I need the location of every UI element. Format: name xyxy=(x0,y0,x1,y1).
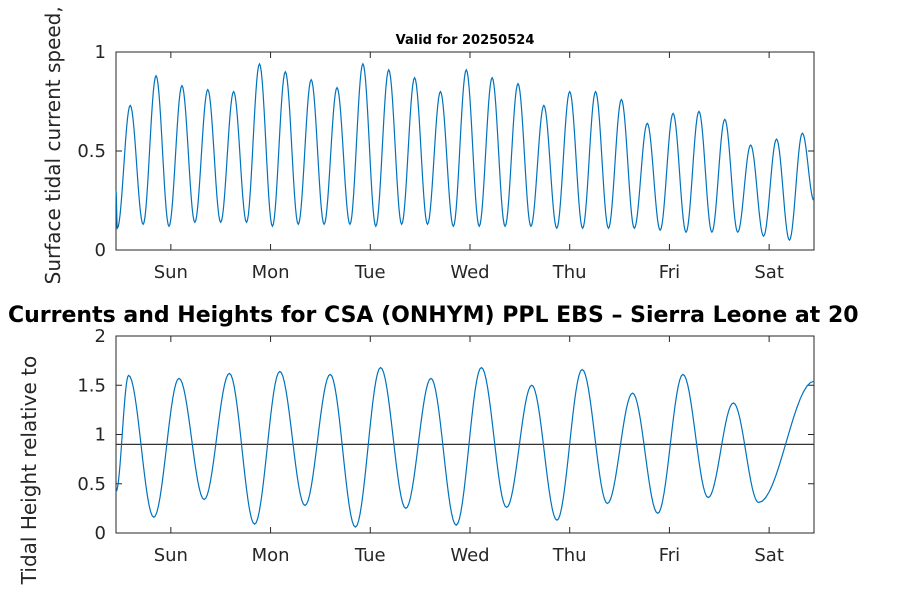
tidal-height-y-ticks: 0 0.5 1 1.5 2 xyxy=(77,326,814,544)
tidal-height-x-ticks: Sun Mon Tue Wed Thu Fri Sat xyxy=(154,336,784,566)
tidal-height-plot-area xyxy=(115,335,815,534)
current-speed-x-tick-label: Fri xyxy=(659,262,680,283)
current-speed-y-tick-label: 1 xyxy=(95,42,106,63)
tidal-height-y-axis-label: Tidal Height relative to xyxy=(17,356,41,585)
current-speed-x-tick-label: Sat xyxy=(754,262,784,283)
current-speed-y-axis-label: Surface tidal current speed, kn xyxy=(41,0,65,284)
current-speed-x-tick-label: Thu xyxy=(552,262,587,283)
tidal-height-y-tick-label: 1.5 xyxy=(77,375,106,396)
tidal-height-y-tick-label: 0.5 xyxy=(77,474,106,495)
current-speed-chart: Valid for 20250524 00.51 Sun Mon Tue Wed Thu… xyxy=(41,0,815,284)
current-speed-x-tick-label: Tue xyxy=(354,262,386,283)
current-speed-x-tick-label: Wed xyxy=(450,262,489,283)
tidal-height-x-tick-label: Thu xyxy=(552,545,587,566)
tidal-height-x-tick-label: Wed xyxy=(450,545,489,566)
tidal-height-series-line xyxy=(115,366,815,528)
current-speed-y-tick-label: 0 xyxy=(95,240,106,261)
current-speed-x-tick-label: Sun xyxy=(154,262,188,283)
figure-main-title: Currents and Heights for CSA (ONHYM) PPL… xyxy=(8,303,859,328)
current-speed-series-line xyxy=(115,62,815,242)
tidal-height-x-tick-label: Fri xyxy=(659,545,680,566)
tidal-height-y-tick-label: 0 xyxy=(95,523,106,544)
tidal-height-y-tick-label: 2 xyxy=(95,326,106,347)
current-speed-title: Valid for 20250524 xyxy=(396,33,535,48)
current-speed-y-ticks: 00.51 xyxy=(77,42,814,261)
tidal-height-y-tick-label: 1 xyxy=(95,425,106,446)
current-speed-plot-area xyxy=(115,51,815,251)
tidal-height-x-tick-label: Sun xyxy=(154,545,188,566)
tidal-height-x-tick-label: Sat xyxy=(754,545,784,566)
tidal-height-x-tick-label: Mon xyxy=(252,545,290,566)
current-speed-x-tick-label: Mon xyxy=(252,262,290,283)
tidal-height-x-tick-label: Tue xyxy=(354,545,386,566)
current-speed-x-ticks: Sun Mon Tue Wed Thu Fri Sat xyxy=(154,52,784,283)
tidal-height-chart: 0 0.5 1 1.5 2 Sun Mon Tue Wed Thu Fri Sat Tidal He… xyxy=(8,303,859,585)
current-speed-y-tick-label: 0.5 xyxy=(77,141,106,162)
